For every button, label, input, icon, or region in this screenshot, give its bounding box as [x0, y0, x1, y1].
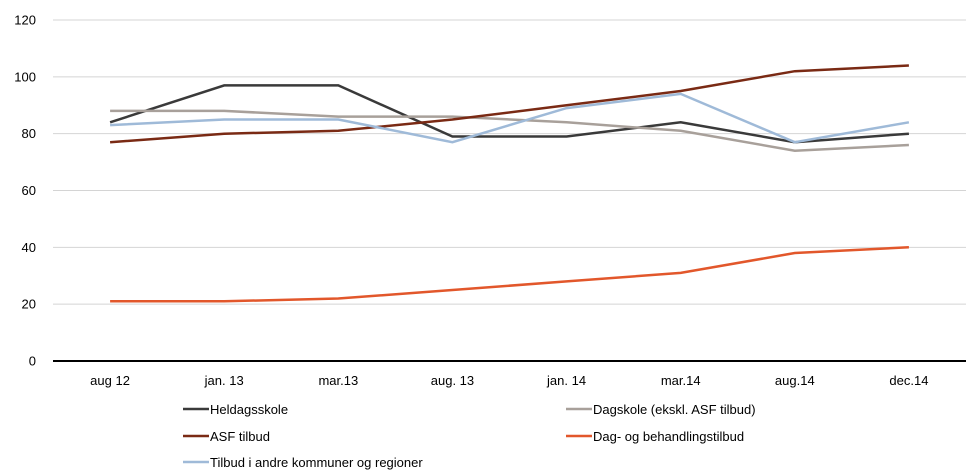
x-tick-label: mar.13 — [318, 373, 358, 388]
y-axis-tick-labels: 0 20 40 60 80 100 120 — [14, 13, 36, 369]
legend-item: Dagskole (ekskl. ASF tilbud) — [566, 402, 756, 417]
y-tick-label: 80 — [22, 126, 36, 141]
x-tick-label: aug. 13 — [431, 373, 474, 388]
x-tick-label: aug.14 — [775, 373, 815, 388]
x-tick-label: mar.14 — [661, 373, 701, 388]
series-lines — [109, 64, 910, 303]
legend-label: ASF tilbud — [210, 429, 270, 444]
legend-item: Dag- og behandlingstilbud — [566, 429, 744, 444]
series-line-1 — [109, 84, 909, 144]
series-line-2 — [110, 109, 909, 152]
legend-label: Dagskole (ekskl. ASF tilbud) — [593, 402, 756, 417]
y-tick-label: 0 — [29, 354, 36, 369]
gridlines — [53, 19, 966, 305]
y-tick-label: 100 — [14, 69, 36, 84]
series-line-5 — [110, 92, 910, 144]
legend-label: Dag- og behandlingstilbud — [593, 429, 744, 444]
legend-label: Heldagsskole — [210, 402, 288, 417]
legend-item: Heldagsskole — [183, 402, 288, 417]
x-tick-label: jan. 14 — [546, 373, 586, 388]
legend-item: Tilbud i andre kommuner og regioner — [183, 455, 423, 470]
series-line-3 — [110, 64, 909, 144]
y-tick-label: 120 — [14, 13, 36, 28]
y-tick-label: 20 — [22, 297, 36, 312]
y-tick-label: 40 — [22, 240, 36, 255]
x-tick-label: jan. 13 — [204, 373, 244, 388]
series-line-4 — [110, 246, 909, 303]
x-axis-tick-labels: aug 12 jan. 13 mar.13 aug. 13 jan. 14 mar.14 a… — [90, 373, 928, 388]
legend-item: ASF tilbud — [183, 429, 270, 444]
legend-label: Tilbud i andre kommuner og regioner — [210, 455, 423, 470]
x-tick-label: dec.14 — [889, 373, 928, 388]
legend: Heldagsskole Dagskole (ekskl. ASF tilbud)… — [183, 402, 756, 470]
x-tick-label: aug 12 — [90, 373, 130, 388]
y-tick-label: 60 — [22, 183, 36, 198]
